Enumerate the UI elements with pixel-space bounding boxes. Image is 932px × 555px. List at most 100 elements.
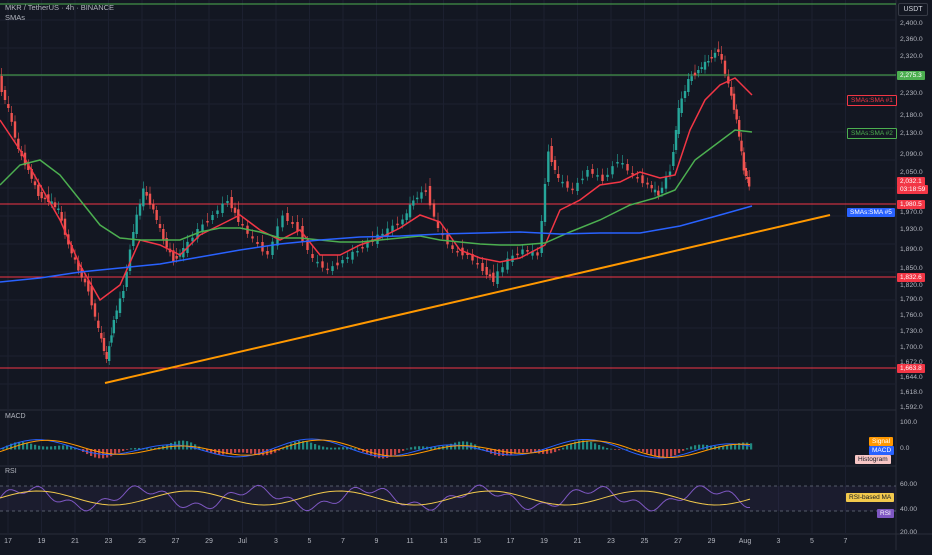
sma1-label: SMAs:SMA #1 [847,95,897,106]
candle-body [105,352,108,359]
macd-hist-bar [70,446,73,450]
macd-hist-bar [670,449,673,457]
candle-body [550,146,553,162]
macd-hist-bar [286,445,289,450]
candle-body [496,271,499,284]
candle-body [241,224,244,226]
time-tick: 5 [810,538,814,545]
price-tick: 1,592.0 [900,404,923,411]
support-level-tag: 1,980.5 [897,200,925,209]
macd-tick: 100.0 [900,419,918,426]
macd-hist-bar [514,449,517,454]
candle-body [391,225,394,232]
macd-hist-bar [686,448,689,450]
candle-body [10,113,13,122]
macd-hist-bar [346,447,349,450]
macd-hist-bar [122,449,125,452]
macd-hist-bar [186,441,189,450]
candle-body [306,240,309,250]
candle-body [723,60,727,74]
macd-hist-bar [382,449,385,459]
candle-body [481,263,484,271]
macd-hist-bar [718,446,721,450]
macd-hist-bar [646,449,649,454]
candle-body [700,67,703,69]
macd-hist-bar [322,446,325,450]
candle-body [37,184,40,196]
macd-hist-bar [642,449,645,452]
macd-hist-bar [638,449,641,451]
candle-body [742,152,746,171]
price-tick: 2,050.0 [900,169,923,176]
candle-body [27,163,30,170]
candle-body [476,263,479,265]
macd-hist-bar [310,442,313,450]
candle-body [336,262,339,266]
time-tick: Jul [238,538,247,545]
candle-body [485,267,488,275]
candle-body [162,229,165,241]
candle-body [401,219,404,225]
candle-body [412,200,415,206]
rsi-ma-legend: RSI-based MA [846,493,895,502]
candle-body [30,169,33,179]
candle-body [420,192,423,199]
support-level-tag: 1,832.6 [897,273,925,282]
time-tick: 25 [138,538,146,545]
candle-body [531,251,534,256]
macd-hist-bar [554,449,557,453]
candle-body [118,298,122,313]
candle-body [606,174,609,177]
candle-body [740,140,743,152]
time-tick: 29 [205,538,213,545]
resistance-level-tag: 2,275.3 [897,71,925,80]
candle-body [436,220,440,228]
candle-body [251,236,254,239]
candle-body [737,120,741,137]
candle-body [90,286,93,306]
candle-body [626,164,629,171]
ascending-trendline [104,214,831,384]
macd-hist-bar [282,447,285,450]
macd-hist-bar [42,446,45,450]
support-level-tag: 1,663.8 [897,364,925,373]
macd-legend-macd: MACD [869,446,895,455]
macd-hist-bar [118,449,121,453]
indicator-name[interactable]: SMAs [5,13,26,22]
macd-hist-bar [430,446,433,450]
currency-selector[interactable]: USDT [898,3,928,16]
candle-body [7,104,10,108]
macd-hist-bar [330,447,333,450]
macd-hist-bar [254,449,257,455]
macd-hist-bar [590,441,593,450]
macd-hist-bar [390,449,393,457]
macd-hist-bar [662,449,665,459]
candle-body [145,192,148,196]
candle-body [100,333,103,339]
candle-body [571,188,574,191]
macd-hist-bar [230,449,233,454]
candle-body [677,108,680,134]
candle-body [0,76,3,92]
macd-tick: 0.0 [900,445,910,452]
macd-hist-bar [478,446,481,450]
macd-hist-bar [402,449,405,451]
candle-body [70,245,73,254]
macd-hist-bar [2,447,5,450]
candle-body [276,226,279,246]
candle-body [424,190,428,192]
time-tick: 17 [506,538,515,545]
candle-body [432,203,436,217]
macd-hist-bar [202,448,205,450]
candle-body [660,187,664,193]
macd-hist-bar [666,449,669,458]
price-tick: 2,320.0 [900,53,923,60]
macd-hist-bar [6,445,9,450]
macd-hist-bar [474,444,477,450]
price-tick: 2,400.0 [900,20,923,27]
candle-body [591,169,594,174]
price-tick: 2,230.0 [900,90,923,97]
time-tick: 3 [776,538,781,545]
